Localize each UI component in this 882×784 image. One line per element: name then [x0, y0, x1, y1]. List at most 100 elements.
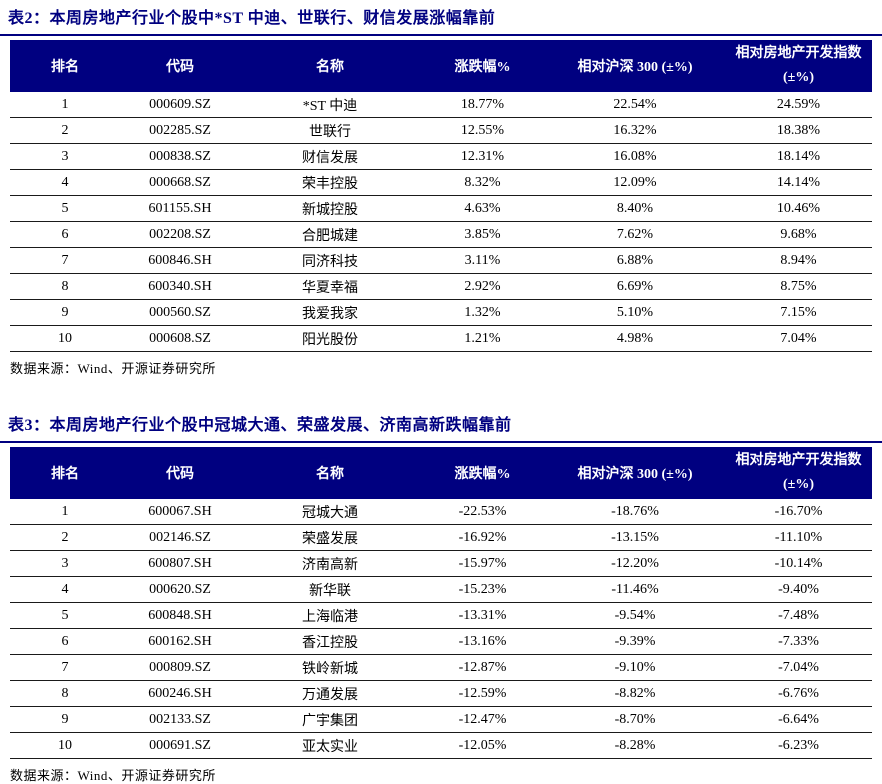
header-cell-rank: 排名 — [10, 447, 120, 499]
cell-change: 3.11% — [420, 247, 545, 274]
header-cell-rel-devindex: 相对房地产开发指数 (±%) — [725, 40, 872, 92]
table2-body: 1 000609.SZ *ST 中迪 18.77% 22.54% 24.59% … — [10, 92, 872, 352]
cell-change: -12.87% — [420, 654, 545, 681]
cell-rank: 8 — [10, 680, 120, 707]
cell-code: 000691.SZ — [120, 732, 240, 759]
cell-rank: 8 — [10, 273, 120, 300]
header-rel-devindex-line1: 相对房地产开发指数 — [735, 46, 862, 62]
table-row: 5 600848.SH 上海临港 -13.31% -9.54% -7.48% — [10, 602, 872, 629]
section-gap — [0, 377, 882, 411]
cell-code: 600807.SH — [120, 550, 240, 577]
cell-rank: 3 — [10, 143, 120, 170]
cell-rel-hs300: 7.62% — [545, 221, 725, 248]
cell-rank: 4 — [10, 169, 120, 196]
cell-code: 000838.SZ — [120, 143, 240, 170]
cell-name: 新华联 — [240, 576, 420, 603]
table3-title: 表3：本周房地产行业个股中冠城大通、荣盛发展、济南高新跌幅靠前 — [0, 411, 882, 443]
header-cell-rel-devindex: 相对房地产开发指数 (±%) — [725, 447, 872, 499]
cell-rank: 6 — [10, 221, 120, 248]
cell-change: 1.32% — [420, 299, 545, 326]
cell-rel-hs300: 8.40% — [545, 195, 725, 222]
cell-code: 601155.SH — [120, 195, 240, 222]
cell-change: -22.53% — [420, 499, 545, 525]
cell-rank: 2 — [10, 117, 120, 144]
cell-rel-hs300: -8.28% — [545, 732, 725, 759]
cell-code: 000620.SZ — [120, 576, 240, 603]
cell-rel-hs300: -9.10% — [545, 654, 725, 681]
cell-rel-devindex: -7.04% — [725, 654, 872, 681]
cell-rel-devindex: 18.14% — [725, 143, 872, 170]
table-row: 1 600067.SH 冠城大通 -22.53% -18.76% -16.70% — [10, 499, 872, 525]
cell-rel-hs300: 22.54% — [545, 92, 725, 118]
table3-header-row: 排名 代码 名称 涨跌幅% 相对沪深 300 (±%) 相对房地产开发指数 (±… — [10, 447, 872, 499]
cell-rel-hs300: 6.88% — [545, 247, 725, 274]
cell-rel-devindex: 14.14% — [725, 169, 872, 196]
cell-rel-devindex: -7.48% — [725, 602, 872, 629]
cell-code: 000609.SZ — [120, 92, 240, 118]
table3-source-note: 数据来源：Wind、开源证券研究所 — [10, 768, 216, 783]
cell-name: 济南高新 — [240, 550, 420, 577]
cell-name: 荣丰控股 — [240, 169, 420, 196]
cell-name: 同济科技 — [240, 247, 420, 274]
header-cell-change: 涨跌幅% — [420, 447, 545, 499]
cell-change: -12.59% — [420, 680, 545, 707]
cell-rank: 6 — [10, 628, 120, 655]
table-row: 3 000838.SZ 财信发展 12.31% 16.08% 18.14% — [10, 143, 872, 170]
table-row: 5 601155.SH 新城控股 4.63% 8.40% 10.46% — [10, 195, 872, 222]
cell-rel-hs300: -12.20% — [545, 550, 725, 577]
cell-code: 600340.SH — [120, 273, 240, 300]
table-row: 8 600340.SH 华夏幸福 2.92% 6.69% 8.75% — [10, 273, 872, 300]
cell-name: 荣盛发展 — [240, 524, 420, 551]
cell-rank: 7 — [10, 247, 120, 274]
cell-name: *ST 中迪 — [240, 92, 420, 118]
cell-name: 华夏幸福 — [240, 273, 420, 300]
table-row: 7 000809.SZ 铁岭新城 -12.87% -9.10% -7.04% — [10, 654, 872, 681]
cell-rel-hs300: -13.15% — [545, 524, 725, 551]
table3-body: 1 600067.SH 冠城大通 -22.53% -18.76% -16.70%… — [10, 499, 872, 759]
cell-rel-devindex: -10.14% — [725, 550, 872, 577]
cell-rank: 7 — [10, 654, 120, 681]
cell-rel-hs300: -11.46% — [545, 576, 725, 603]
cell-code: 600848.SH — [120, 602, 240, 629]
cell-rel-devindex: 10.46% — [725, 195, 872, 222]
cell-rel-devindex: -16.70% — [725, 499, 872, 525]
cell-name: 亚太实业 — [240, 732, 420, 759]
cell-rel-hs300: -18.76% — [545, 499, 725, 525]
cell-code: 002208.SZ — [120, 221, 240, 248]
cell-change: -12.47% — [420, 706, 545, 733]
cell-rank: 1 — [10, 499, 120, 525]
cell-code: 002146.SZ — [120, 524, 240, 551]
table2-header-row: 排名 代码 名称 涨跌幅% 相对沪深 300 (±%) 相对房地产开发指数 (±… — [10, 40, 872, 92]
table-row: 1 000609.SZ *ST 中迪 18.77% 22.54% 24.59% — [10, 92, 872, 118]
table-row: 2 002146.SZ 荣盛发展 -16.92% -13.15% -11.10% — [10, 524, 872, 551]
table-row: 4 000620.SZ 新华联 -15.23% -11.46% -9.40% — [10, 576, 872, 603]
cell-rel-hs300: 16.08% — [545, 143, 725, 170]
cell-name: 铁岭新城 — [240, 654, 420, 681]
table-row: 3 600807.SH 济南高新 -15.97% -12.20% -10.14% — [10, 550, 872, 577]
cell-change: 1.21% — [420, 325, 545, 352]
cell-rank: 1 — [10, 92, 120, 118]
cell-change: -13.16% — [420, 628, 545, 655]
cell-rel-hs300: 5.10% — [545, 299, 725, 326]
cell-rel-hs300: 16.32% — [545, 117, 725, 144]
table-row: 10 000691.SZ 亚太实业 -12.05% -8.28% -6.23% — [10, 732, 872, 759]
cell-change: 2.92% — [420, 273, 545, 300]
header-rel-devindex-line1: 相对房地产开发指数 — [735, 453, 862, 469]
header-cell-change: 涨跌幅% — [420, 40, 545, 92]
table-row: 2 002285.SZ 世联行 12.55% 16.32% 18.38% — [10, 117, 872, 144]
cell-code: 000809.SZ — [120, 654, 240, 681]
cell-name: 万通发展 — [240, 680, 420, 707]
cell-code: 000668.SZ — [120, 169, 240, 196]
cell-rel-devindex: -6.23% — [725, 732, 872, 759]
header-cell-rel-hs300: 相对沪深 300 (±%) — [545, 447, 725, 499]
header-cell-name: 名称 — [240, 40, 420, 92]
cell-rank: 2 — [10, 524, 120, 551]
cell-rank: 3 — [10, 550, 120, 577]
cell-rel-hs300: 6.69% — [545, 273, 725, 300]
cell-code: 002133.SZ — [120, 706, 240, 733]
cell-name: 上海临港 — [240, 602, 420, 629]
cell-change: -15.97% — [420, 550, 545, 577]
cell-rel-hs300: -9.39% — [545, 628, 725, 655]
cell-rel-devindex: 8.75% — [725, 273, 872, 300]
